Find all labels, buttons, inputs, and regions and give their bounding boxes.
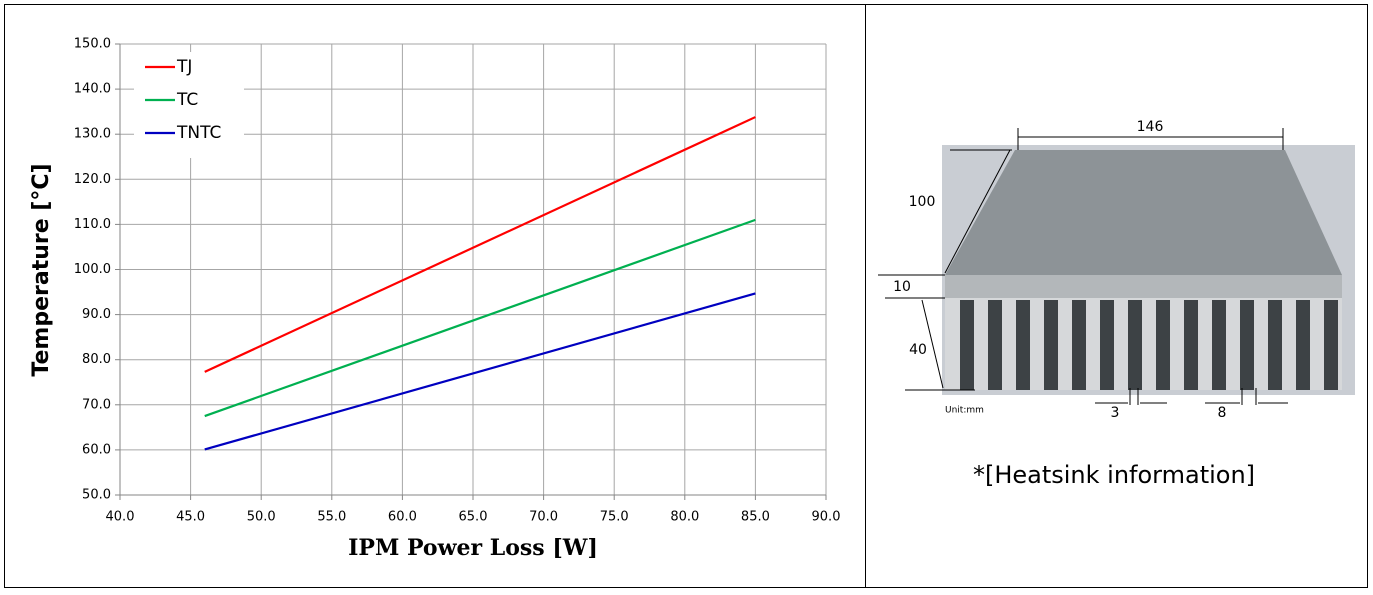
x-axis-title: IPM Power Loss [W] bbox=[348, 535, 598, 561]
dim-fin-pitch: 8 bbox=[1218, 405, 1227, 421]
x-tick-label: 55.0 bbox=[317, 510, 346, 525]
heatsink-photo: 146 100 10 40 3 8 Unit:mm bbox=[878, 119, 1355, 421]
dim-width: 146 bbox=[1137, 119, 1164, 135]
dim-depth: 100 bbox=[909, 194, 936, 210]
legend-label: TJ bbox=[176, 57, 192, 77]
x-tick-label: 65.0 bbox=[459, 510, 488, 525]
x-tick-label: 85.0 bbox=[741, 510, 770, 525]
dim-fin-height: 40 bbox=[909, 342, 927, 358]
x-tick-label: 60.0 bbox=[388, 510, 417, 525]
y-axis-title: Temperature [°C] bbox=[29, 163, 54, 376]
unit-label: Unit:mm bbox=[945, 406, 984, 416]
heatsink-top bbox=[945, 150, 1342, 275]
y-tick-label: 110.0 bbox=[74, 217, 111, 232]
heatsink-fins bbox=[945, 298, 1342, 390]
heatsink-base bbox=[945, 275, 1342, 298]
dim-fin-thickness: 3 bbox=[1111, 405, 1120, 421]
y-tick-label: 70.0 bbox=[82, 397, 111, 412]
y-tick-label: 140.0 bbox=[74, 82, 111, 97]
y-tick-label: 60.0 bbox=[82, 442, 111, 457]
x-tick-label: 70.0 bbox=[529, 510, 558, 525]
x-tick-label: 75.0 bbox=[600, 510, 629, 525]
y-tick-label: 120.0 bbox=[74, 172, 111, 187]
x-tick-label: 90.0 bbox=[812, 510, 841, 525]
y-tick-label: 50.0 bbox=[82, 488, 111, 503]
legend-label: TNTC bbox=[176, 123, 221, 143]
dim-base: 10 bbox=[893, 279, 911, 295]
x-tick-label: 50.0 bbox=[247, 510, 276, 525]
x-tick-label: 80.0 bbox=[670, 510, 699, 525]
caption: *[Heatsink information] bbox=[973, 461, 1255, 489]
y-tick-label: 130.0 bbox=[74, 127, 111, 142]
x-tick-label: 40.0 bbox=[106, 510, 135, 525]
series-line bbox=[205, 117, 756, 372]
y-tick-label: 80.0 bbox=[82, 352, 111, 367]
series-line bbox=[205, 293, 756, 449]
y-tick-label: 150.0 bbox=[74, 37, 111, 52]
page: IPM Power Loss [W] Temperature [°C] 146 … bbox=[0, 0, 1373, 591]
legend-label: TC bbox=[176, 90, 198, 110]
x-tick-label: 45.0 bbox=[176, 510, 205, 525]
series-line bbox=[205, 220, 756, 416]
y-tick-label: 90.0 bbox=[82, 307, 111, 322]
y-tick-label: 100.0 bbox=[74, 262, 111, 277]
